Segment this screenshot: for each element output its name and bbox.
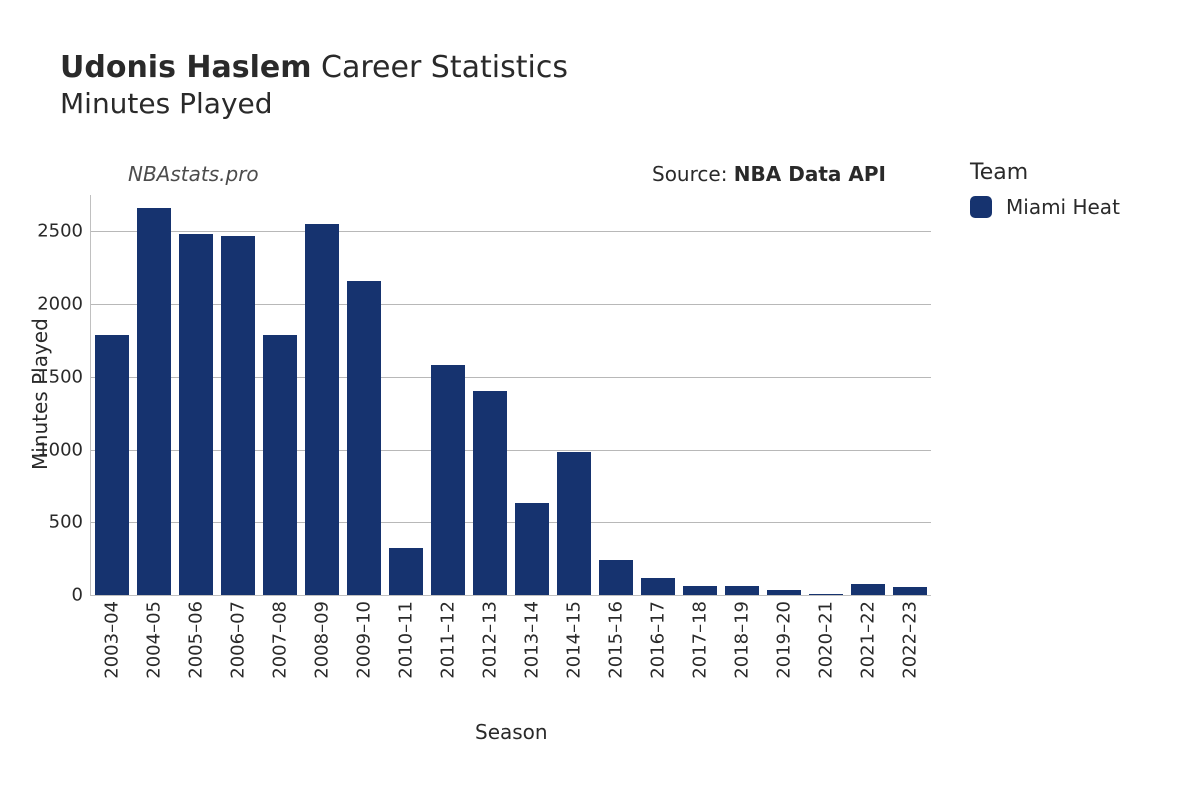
legend-title: Team: [970, 160, 1120, 185]
x-tick-label: 2008–09: [312, 595, 333, 679]
chart-container: Udonis Haslem Career Statistics Minutes …: [0, 0, 1200, 800]
x-tick-label: 2020–21: [816, 595, 837, 679]
bar: [347, 281, 381, 595]
x-tick-label: 2009–10: [354, 595, 375, 679]
title-rest: Career Statistics: [311, 50, 567, 85]
x-tick-label: 2016–17: [648, 595, 669, 679]
source-prefix: Source:: [652, 162, 734, 186]
y-axis-title: Minutes Played: [28, 318, 52, 470]
plot-area: 050010001500200025002003–042004–052005–0…: [90, 195, 931, 596]
x-tick-label: 2015–16: [606, 595, 627, 679]
x-tick-label: 2007–08: [270, 595, 291, 679]
source-api: NBA Data API: [734, 162, 886, 186]
bar: [683, 586, 717, 595]
grid-line: [91, 450, 931, 451]
bar: [893, 587, 927, 595]
bar: [389, 548, 423, 595]
x-tick-label: 2022–23: [900, 595, 921, 679]
grid-line: [91, 522, 931, 523]
x-tick-label: 2010–11: [396, 595, 417, 679]
watermark: NBAstats.pro: [128, 162, 259, 186]
x-tick-label: 2004–05: [144, 595, 165, 679]
x-tick-label: 2021–22: [858, 595, 879, 679]
y-tick-label: 500: [49, 512, 91, 533]
bar: [305, 224, 339, 595]
x-tick-label: 2005–06: [186, 595, 207, 679]
title-line-2: Minutes Played: [60, 87, 568, 120]
y-tick-label: 2500: [37, 221, 91, 242]
legend-swatch: [970, 196, 992, 218]
x-tick-label: 2019–20: [774, 595, 795, 679]
x-tick-label: 2014–15: [564, 595, 585, 679]
x-tick-label: 2006–07: [228, 595, 249, 679]
bar: [137, 208, 171, 595]
x-tick-label: 2003–04: [102, 595, 123, 679]
grid-line: [91, 304, 931, 305]
title-block: Udonis Haslem Career Statistics Minutes …: [60, 50, 568, 120]
x-axis-title: Season: [475, 720, 548, 744]
legend-label: Miami Heat: [1006, 195, 1120, 219]
title-line-1: Udonis Haslem Career Statistics: [60, 50, 568, 85]
bar: [473, 391, 507, 595]
bar: [557, 452, 591, 595]
bar: [179, 234, 213, 595]
player-name: Udonis Haslem: [60, 50, 311, 85]
bar: [599, 560, 633, 595]
x-tick-label: 2011–12: [438, 595, 459, 679]
bar: [851, 584, 885, 595]
y-tick-label: 2000: [37, 294, 91, 315]
bar: [725, 586, 759, 595]
x-tick-label: 2013–14: [522, 595, 543, 679]
x-tick-label: 2012–13: [480, 595, 501, 679]
bar: [263, 335, 297, 595]
bar: [95, 335, 129, 595]
legend: Team Miami Heat: [970, 160, 1120, 219]
bar: [431, 365, 465, 595]
y-tick-label: 0: [72, 585, 91, 606]
bar: [641, 578, 675, 595]
bar: [515, 503, 549, 595]
x-tick-label: 2017–18: [690, 595, 711, 679]
grid-line: [91, 377, 931, 378]
legend-item: Miami Heat: [970, 195, 1120, 219]
source-attribution: Source: NBA Data API: [652, 162, 886, 186]
bar: [221, 236, 255, 595]
x-tick-label: 2018–19: [732, 595, 753, 679]
grid-line: [91, 231, 931, 232]
